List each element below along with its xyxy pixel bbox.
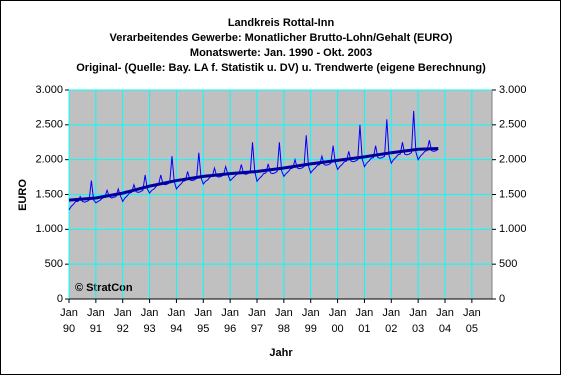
subtitle: Verarbeitendes Gewerbe: Monatlicher Brut…: [110, 32, 453, 44]
y2-tick-label: 500: [499, 258, 517, 270]
subtitle: Monatswerte: Jan. 1990 - Okt. 2003: [190, 47, 372, 59]
y-tick-label: 1.500: [35, 188, 63, 200]
x-tick-label: Jan 04: [436, 307, 454, 335]
annotation: © StratCon: [75, 282, 133, 294]
y2-tick-label: 2.000: [499, 154, 527, 166]
x-tick-label: Jan 92: [113, 307, 132, 335]
y-axis-label: EURO: [17, 179, 29, 211]
y2-tick-label: 0: [499, 293, 505, 305]
x-tick-label: Jan 02: [382, 307, 401, 335]
x-tick-label: Jan 99: [301, 307, 320, 335]
y-tick-label: 1.000: [35, 223, 63, 235]
x-tick-label: Jan 98: [274, 307, 293, 335]
y2-tick-label: 2.500: [499, 119, 527, 131]
x-axis-label: Jahr: [269, 347, 293, 359]
chart-title: Landkreis Rottal-Inn: [228, 17, 335, 29]
x-tick-label: Jan 91: [86, 307, 105, 335]
subtitle: Original- (Quelle: Bay. LA f. Statistik …: [76, 62, 486, 74]
y-tick-label: 3.000: [35, 84, 63, 96]
x-tick-label: Jan 93: [140, 307, 159, 335]
x-tick-label: Jan 96: [221, 307, 240, 335]
x-tick-label: Jan 01: [355, 307, 374, 335]
x-tick-label: Jan 03: [409, 307, 428, 335]
y2-tick-label: 1.000: [499, 223, 527, 235]
x-tick-label: Jan 00: [328, 307, 347, 335]
data-line: [68, 110, 439, 211]
y-tick-label: 2.000: [35, 154, 63, 166]
y2-tick-label: 1.500: [499, 188, 527, 200]
y2-tick-label: 3.000: [499, 84, 527, 96]
x-tick-label: Jan 94: [167, 307, 186, 335]
data-line: [68, 147, 439, 202]
x-tick-label: Jan 97: [248, 307, 266, 335]
x-tick-label: Jan 90: [60, 307, 78, 335]
x-tick-label: Jan 05: [462, 307, 481, 335]
y-tick-label: 2.500: [35, 119, 63, 131]
y-tick-label: 500: [45, 258, 63, 270]
x-tick-label: Jan 95: [194, 307, 213, 335]
y-tick-label: 0: [57, 293, 63, 305]
